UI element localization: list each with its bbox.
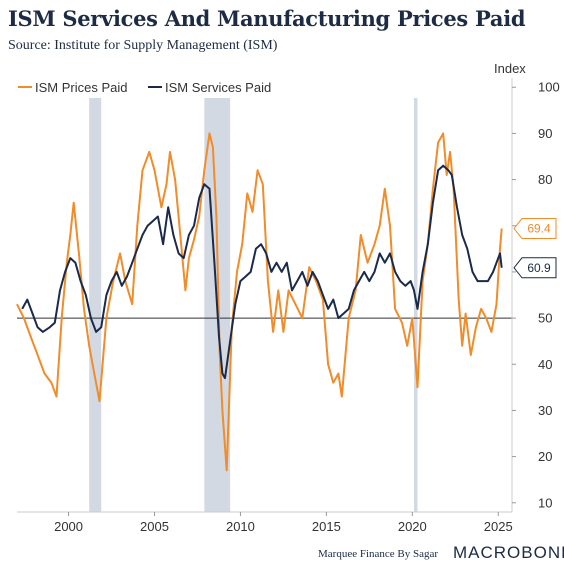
series-line-1 [21, 164, 503, 380]
x-tick-label-2000: 2000 [54, 519, 83, 534]
recession-bands [89, 98, 418, 512]
last-value-tag-0 [513, 218, 557, 240]
chart-title: ISM Services And Manufacturing Prices Pa… [8, 6, 526, 31]
y-tick-label-90: 90 [538, 126, 552, 141]
chart-subtitle: Source: Institute for Supply Management … [8, 38, 278, 53]
axes: 1020304050607080901002000200520102015202… [17, 61, 560, 534]
y-tick-label-100: 100 [538, 80, 560, 95]
y-tick-label-30: 30 [538, 403, 552, 418]
series-line-0 [16, 132, 503, 472]
x-tick-label-2005: 2005 [140, 519, 169, 534]
last-value-tag-1 [513, 257, 557, 279]
y-tick-label-20: 20 [538, 449, 552, 464]
x-tick-label-2020: 2020 [398, 519, 427, 534]
x-tick-label-2010: 2010 [226, 519, 255, 534]
legend-label-0: ISM Prices Paid [35, 80, 127, 95]
footer-credit: Marquee Finance By Sagar [318, 548, 439, 560]
recession-band-0 [89, 98, 102, 512]
y-axis-label: Index [494, 61, 526, 76]
legend-label-1: ISM Services Paid [165, 80, 271, 95]
legend: ISM Prices Paid ISM Services Paid [18, 80, 271, 95]
y-tick-label-50: 50 [538, 311, 552, 326]
brand-logo: MACROBOND [453, 543, 564, 562]
last-value-tags: 69.4 60.9 [513, 218, 557, 279]
last-value-label-0: 69.4 [527, 222, 551, 236]
series-lines [16, 132, 503, 472]
y-tick-label-10: 10 [538, 495, 552, 510]
x-tick-label-2015: 2015 [312, 519, 341, 534]
last-value-label-1: 60.9 [527, 261, 551, 275]
y-tick-label-80: 80 [538, 172, 552, 187]
x-tick-label-2025: 2025 [484, 519, 513, 534]
y-tick-label-40: 40 [538, 357, 552, 372]
